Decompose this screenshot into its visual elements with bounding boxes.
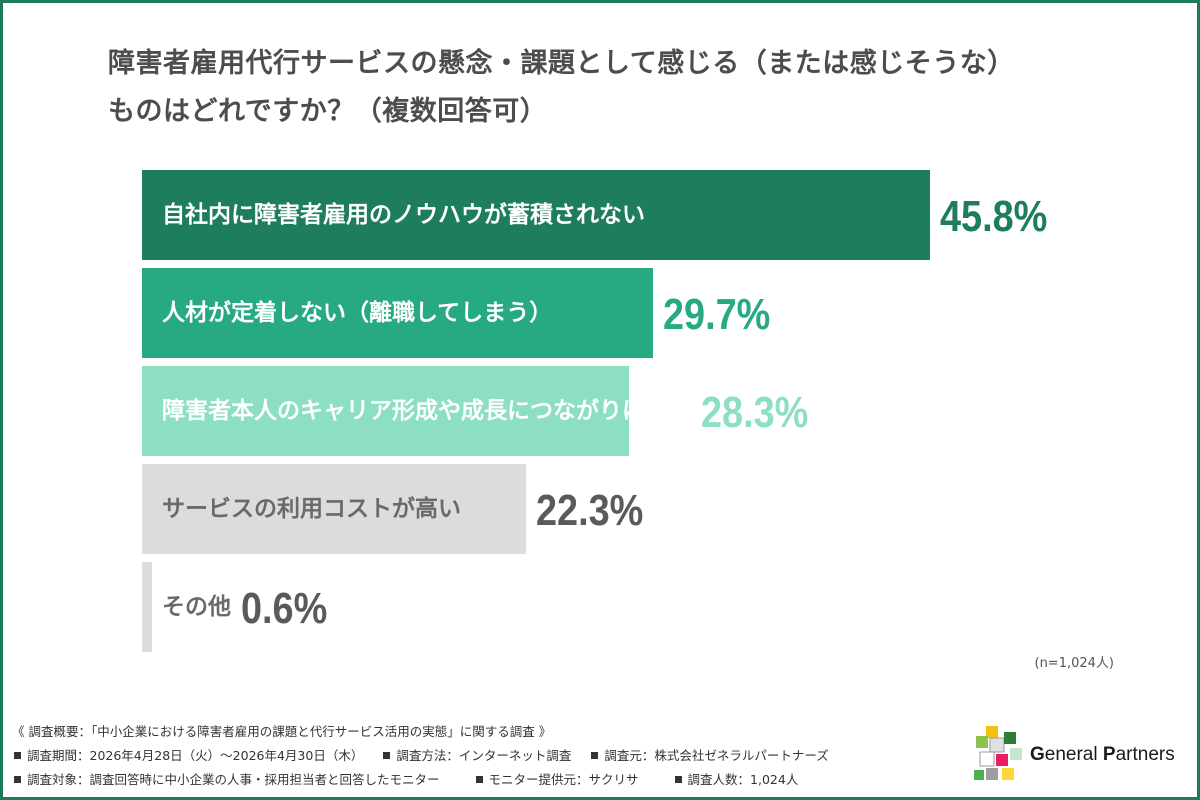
survey-count: 調査人数：1,024人 (687, 772, 799, 787)
sample-size-note: (n=1,024人) (1034, 656, 1115, 671)
bar-1 (142, 268, 653, 358)
survey-provider: モニター提供元：サクリサ (488, 772, 639, 787)
general-partners-logo: General Partners (972, 722, 1182, 788)
bar-0 (142, 170, 930, 260)
bullet-square-icon (14, 776, 21, 783)
bar-value-label-3: 22.3% (536, 486, 644, 535)
bar-label-4: その他 (162, 594, 231, 620)
survey-footer: 《 調査概要：「中小企業における障害者雇用の課題と代行サービス活用の実態」に関す… (12, 720, 972, 792)
survey-target: 調査対象：調査回答時に中小企業の人事・採用担当者と回答したモニター (27, 772, 440, 787)
bar-value-label-2: 28.3% (701, 388, 809, 437)
bar-value-label-1: 29.7% (663, 290, 771, 339)
bullet-square-icon (674, 776, 682, 783)
survey-period: 調査期間：2026年4月28日（火）～2026年4月30日（木） (27, 748, 364, 763)
bullet-square-icon (14, 752, 21, 759)
bar-label-2: 障害者本人のキャリア形成や成長につながりにくい (162, 398, 691, 424)
bullet-square-icon (591, 752, 599, 759)
bullet-square-icon (475, 776, 483, 783)
title-line-2: ものはどれですか？（複数回答可） (108, 96, 548, 127)
bar-value-label-0: 45.8% (940, 192, 1048, 241)
survey-line-1: 調査期間：2026年4月28日（火）～2026年4月30日（木） 調査方法：インタ… (12, 744, 972, 768)
bar-4 (142, 562, 152, 652)
survey-line-2: 調査対象：調査回答時に中小企業の人事・採用担当者と回答したモニター モニター提供元… (12, 768, 972, 792)
logo-cube-icon (974, 726, 1022, 780)
bar-value-label-4: 0.6% (241, 584, 328, 633)
title-line-1: 障害者雇用代行サービスの懸念・課題として感じる（または感じそうな） (108, 48, 1015, 79)
bar-label-1: 人材が定着しない（離職してしまう） (162, 300, 553, 326)
logo-text: General Partners (1030, 744, 1175, 765)
bar-2 (142, 366, 629, 456)
bullet-square-icon (383, 752, 391, 759)
bar-3 (142, 464, 526, 554)
bar-label-3: サービスの利用コストが高い (162, 496, 461, 522)
bar-label-0: 自社内に障害者雇用のノウハウが蓄積されない (162, 202, 645, 228)
survey-organizer: 調査元：株式会社ゼネラルパートナーズ (604, 748, 829, 763)
survey-method: 調査方法：インターネット調査 (396, 748, 572, 763)
chart-title: 障害者雇用代行サービスの懸念・課題として感じる（または感じそうな） ものはどれで… (108, 40, 1108, 136)
survey-heading: 《 調査概要：「中小企業における障害者雇用の課題と代行サービス活用の実態」に関す… (12, 724, 552, 739)
